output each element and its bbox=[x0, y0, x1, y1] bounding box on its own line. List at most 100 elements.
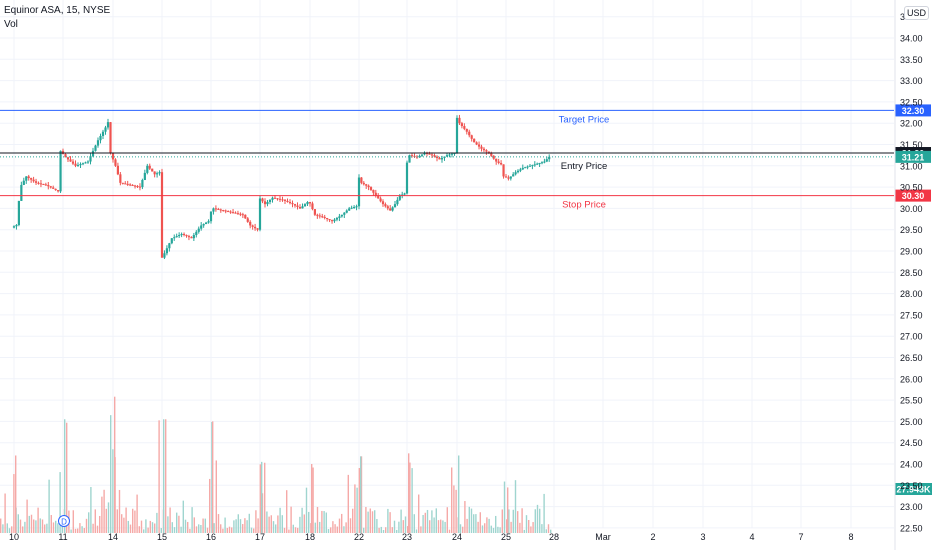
candle-body bbox=[482, 148, 486, 151]
volume-bar bbox=[323, 511, 325, 534]
level-label: Stop Price bbox=[562, 200, 606, 211]
volume-bar bbox=[466, 518, 468, 534]
volume-bar bbox=[176, 512, 178, 534]
volume-bar bbox=[536, 504, 539, 534]
candle-body bbox=[151, 168, 154, 172]
volume-bar bbox=[0, 518, 2, 534]
dividend-marker-label: D bbox=[61, 518, 67, 527]
candle-body bbox=[231, 212, 235, 214]
volume-bar bbox=[224, 517, 226, 534]
volume-bar bbox=[507, 487, 509, 534]
volume-bar bbox=[490, 525, 492, 534]
candle-body bbox=[538, 162, 541, 164]
volume-bars bbox=[0, 396, 552, 534]
volume-bar bbox=[297, 527, 299, 534]
volume-bar bbox=[17, 514, 19, 534]
volume-bar bbox=[369, 508, 371, 534]
candle-body bbox=[445, 155, 449, 157]
volume-bar bbox=[365, 506, 367, 534]
volume-bar bbox=[429, 520, 431, 534]
volume-bar bbox=[446, 507, 448, 534]
volume-bar bbox=[167, 516, 169, 534]
candle-body bbox=[91, 150, 95, 157]
candle-body bbox=[249, 221, 252, 226]
candle-body bbox=[473, 138, 476, 143]
volume-bar bbox=[4, 493, 6, 534]
candle-body bbox=[12, 226, 16, 228]
candle-body bbox=[27, 176, 30, 179]
symbol-title: Equinor ASA, 15, NYSE bbox=[4, 5, 111, 16]
volume-bar bbox=[299, 516, 301, 534]
candle-body bbox=[104, 127, 107, 132]
candle-body bbox=[303, 204, 307, 207]
price-tick-label: 31.50 bbox=[900, 140, 923, 150]
candle-body bbox=[410, 155, 414, 157]
volume-bar bbox=[288, 529, 290, 534]
candle-body bbox=[524, 167, 527, 169]
price-tick-label: 23.50 bbox=[900, 481, 923, 491]
candle-body bbox=[49, 186, 52, 188]
volume-bar bbox=[231, 527, 233, 534]
volume-bar bbox=[66, 422, 68, 534]
volume-bar bbox=[96, 525, 99, 534]
volume-bar bbox=[521, 508, 523, 534]
volume-bar bbox=[198, 524, 200, 534]
candle-body bbox=[509, 176, 512, 179]
volume-bar bbox=[226, 527, 228, 534]
level-badge bbox=[895, 104, 931, 117]
candle-body bbox=[217, 208, 220, 210]
volume-bar bbox=[37, 507, 39, 534]
candle-body bbox=[202, 224, 205, 226]
candle-body bbox=[165, 248, 168, 254]
volume-bar bbox=[154, 523, 156, 534]
candle-body bbox=[246, 218, 249, 222]
candle-body bbox=[405, 162, 409, 194]
candle-body bbox=[99, 135, 102, 141]
level-badge-text: 32.30 bbox=[902, 106, 925, 116]
candle-body bbox=[372, 189, 375, 193]
candle-body bbox=[86, 161, 90, 163]
candle-body bbox=[64, 154, 67, 158]
volume-bar bbox=[35, 520, 37, 534]
volume-bar bbox=[163, 419, 165, 534]
volume-bar bbox=[312, 467, 314, 534]
volume-bar bbox=[123, 517, 125, 534]
volume-bar bbox=[321, 510, 323, 534]
price-tick-label: 31.00 bbox=[900, 161, 923, 171]
candle-body bbox=[74, 163, 77, 166]
volume-bar bbox=[367, 511, 369, 534]
candle-body bbox=[170, 238, 173, 244]
date-tick-label: 24 bbox=[452, 532, 462, 542]
candle-body bbox=[519, 169, 522, 171]
price-tick-label: 33.00 bbox=[900, 76, 923, 86]
candle-body bbox=[291, 203, 294, 205]
candle-body bbox=[30, 178, 33, 180]
candle-body bbox=[328, 219, 331, 221]
price-tick-label: 30.50 bbox=[900, 183, 923, 193]
volume-bar bbox=[334, 524, 336, 534]
volume-bar bbox=[147, 527, 149, 534]
volume-bar bbox=[261, 461, 263, 534]
volume-bar bbox=[528, 520, 530, 534]
date-tick-label: 7 bbox=[798, 532, 803, 542]
volume-bar bbox=[52, 522, 55, 534]
volume-bar bbox=[433, 517, 435, 534]
candle-body bbox=[57, 190, 60, 192]
volume-bar bbox=[33, 519, 35, 534]
volume-bar bbox=[462, 526, 464, 534]
candle-body bbox=[156, 173, 159, 175]
volume-bar bbox=[431, 510, 433, 534]
candle-body bbox=[190, 237, 193, 239]
volume-bar bbox=[55, 520, 57, 534]
date-tick-label: 3 bbox=[700, 532, 705, 542]
volume-bar bbox=[336, 526, 338, 534]
candle-body bbox=[338, 216, 341, 218]
currency-button[interactable]: USD bbox=[904, 6, 930, 20]
date-tick-label: 16 bbox=[206, 532, 216, 542]
volume-bar bbox=[59, 472, 61, 534]
candle-body bbox=[543, 161, 546, 163]
candle-body bbox=[229, 211, 232, 213]
volume-bar bbox=[72, 510, 74, 534]
volume-bar bbox=[385, 527, 387, 534]
